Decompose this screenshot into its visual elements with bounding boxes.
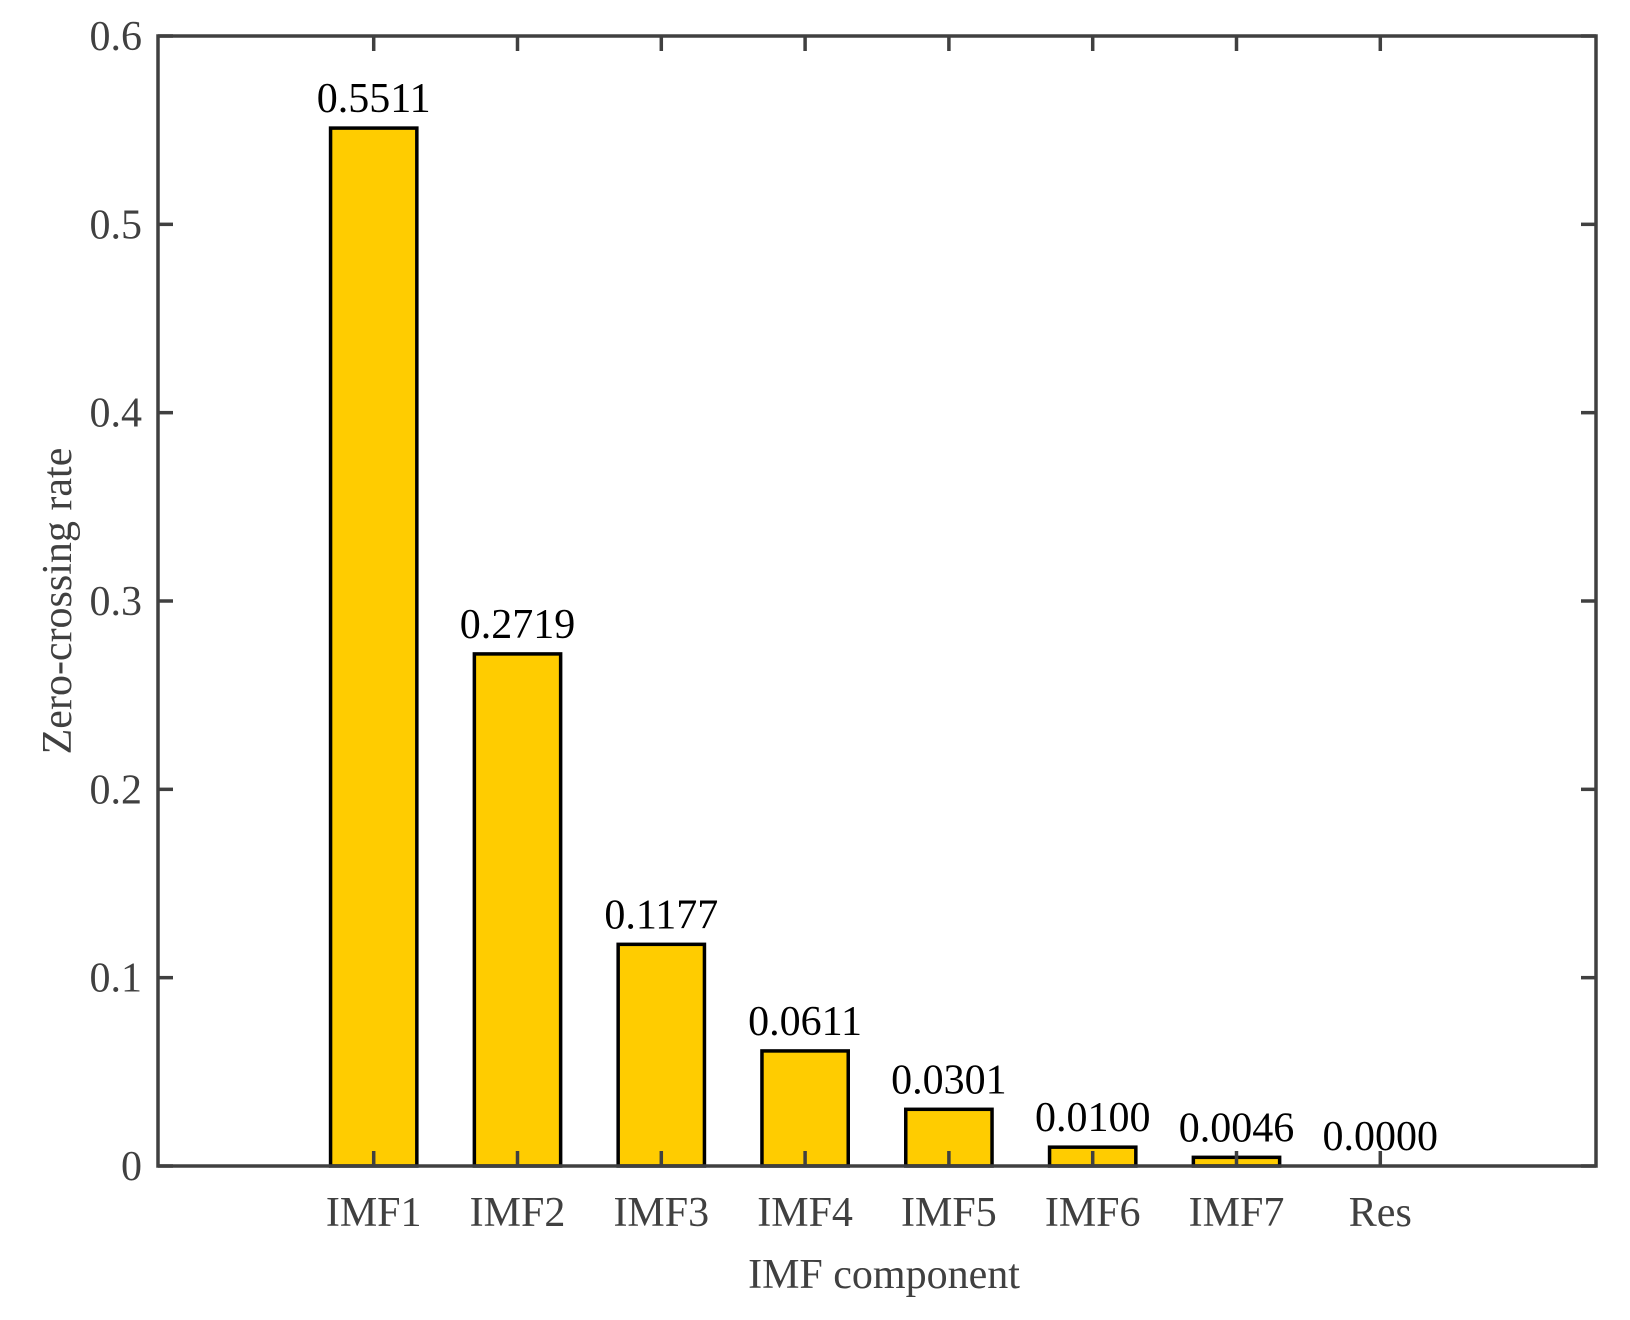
y-tick-label: 0 (121, 1144, 142, 1190)
data-label-imf5: 0.0301 (891, 1057, 1007, 1103)
data-label-imf7: 0.0046 (1179, 1105, 1295, 1151)
bar-imf3 (616, 942, 707, 1168)
y-tick-label: 0.6 (90, 14, 143, 60)
data-label-imf4: 0.0611 (748, 999, 862, 1045)
x-tick-label-imf6: IMF6 (1045, 1190, 1141, 1236)
y-tick-label: 0.3 (90, 579, 143, 625)
axes-layer: 0 0.1 0.2 0.3 0.4 0.5 0.6 IMF1 IMF2 IMF3 IMF4 IMF5 I… (90, 14, 1598, 1236)
x-tick-label-imf2: IMF2 (470, 1190, 566, 1236)
x-tick-label-imf1: IMF1 (326, 1190, 422, 1236)
x-tick-label-imf3: IMF3 (613, 1190, 709, 1236)
y-tick-label: 0.2 (90, 767, 143, 813)
x-tick-label-imf5: IMF5 (901, 1190, 997, 1236)
y-axis-title: Zero-crossing rate (35, 448, 81, 755)
x-tick-label-imf4: IMF4 (757, 1190, 853, 1236)
bar-imf4 (760, 1049, 850, 1168)
data-label-imf3: 0.1177 (604, 892, 718, 938)
y-tick-label: 0.4 (90, 391, 143, 437)
x-axis-title: IMF component (748, 1252, 1020, 1298)
data-labels-layer: 0.5511 0.2719 0.1177 0.0611 0.0301 0.0100 0.00… (317, 76, 1438, 1160)
x-tick-label-res: Res (1349, 1190, 1412, 1236)
data-label-imf1: 0.5511 (317, 76, 431, 122)
bars-layer (328, 126, 1282, 1168)
data-label-imf6: 0.0100 (1035, 1095, 1151, 1141)
bar-imf2 (472, 652, 563, 1168)
bar-imf1 (328, 126, 419, 1168)
y-tick-label: 0.5 (90, 202, 143, 248)
x-tick-label-imf7: IMF7 (1189, 1190, 1285, 1236)
y-tick-label: 0.1 (90, 956, 143, 1002)
data-label-imf2: 0.2719 (460, 602, 576, 648)
